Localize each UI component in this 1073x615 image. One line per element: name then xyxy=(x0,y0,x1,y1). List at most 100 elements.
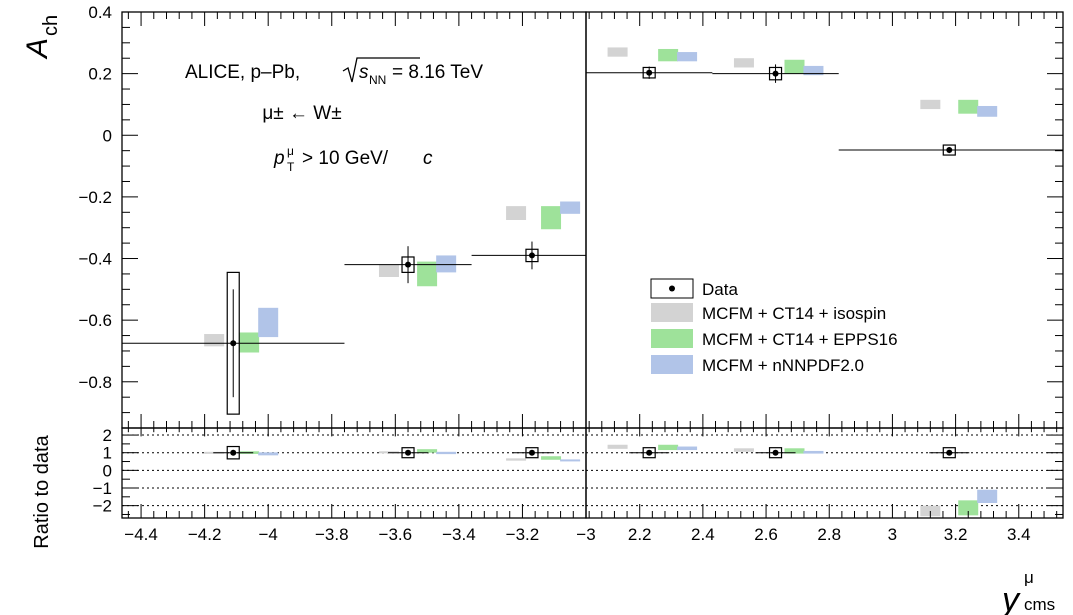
ratio-point xyxy=(646,449,653,456)
svg-text:MCFM + CT14 + EPPS16: MCFM + CT14 + EPPS16 xyxy=(702,330,898,349)
ratio-panel-frame xyxy=(585,427,1064,519)
model-box-isospin xyxy=(204,334,225,347)
ratio-sys-box xyxy=(942,447,956,459)
svg-text:NN: NN xyxy=(369,73,386,87)
svg-text:y: y xyxy=(1000,581,1021,615)
model-box-isospin xyxy=(733,58,754,68)
model-box-epps16 xyxy=(417,261,438,287)
x-tick-label: −3.8 xyxy=(315,525,349,544)
svg-text:p: p xyxy=(273,148,285,169)
legend-entry-epps16: MCFM + CT14 + EPPS16 xyxy=(651,329,898,349)
data-point xyxy=(230,340,237,347)
ratio-sys-box xyxy=(525,447,539,459)
ratio-y-tick-label: 0 xyxy=(103,461,112,480)
x-tick-label: −3 xyxy=(576,525,595,544)
svg-text:s: s xyxy=(359,62,369,83)
ratio-y-tick-label: 1 xyxy=(103,444,112,463)
data-sys-box xyxy=(642,66,656,79)
model-box-isospin xyxy=(607,47,628,57)
axis-tick-labels: −4.4 −4.2 −4 −3.8 −3.6 −3.4 −3.2 −3 2.2 2.4 2.6 2.8… xyxy=(78,3,1030,544)
svg-text:A: A xyxy=(21,38,54,60)
data-point xyxy=(405,261,412,268)
svg-text:MCFM + nNNPDF2.0: MCFM + nNNPDF2.0 xyxy=(702,356,864,375)
ratio-box-epps16 xyxy=(417,449,438,453)
ratio-panel-frame xyxy=(121,427,587,519)
x-tick-label: 3 xyxy=(888,525,897,544)
y-tick-label: −0.4 xyxy=(78,250,112,269)
y-tick-label: 0 xyxy=(103,126,112,145)
x-tick-label: −4 xyxy=(258,525,277,544)
y-tick-label: −0.8 xyxy=(78,373,112,392)
svg-text:Data: Data xyxy=(702,280,738,299)
ratio-point xyxy=(528,449,535,456)
data-sys-box xyxy=(226,271,240,415)
y-tick-label: −0.6 xyxy=(78,311,112,330)
data-points xyxy=(122,64,1063,460)
sqrt-s-value: = 8.16 TeV xyxy=(392,62,483,83)
model-box-isospin xyxy=(920,99,941,110)
sqrt-s-symbol: s NN xyxy=(342,57,420,87)
svg-text:ch: ch xyxy=(40,15,62,36)
ratio-sys-box xyxy=(226,445,240,460)
model-box-epps16 xyxy=(658,48,679,62)
ratio-box-isospin xyxy=(733,448,754,452)
model-box-nnnpdf xyxy=(258,307,279,338)
ratio-sys-box xyxy=(768,447,783,459)
x-tick-label: −3.4 xyxy=(442,525,476,544)
data-point xyxy=(646,69,653,76)
data-point xyxy=(772,70,779,77)
pt-cut-label: p μ T > 10 GeV/ c xyxy=(273,144,433,174)
data-sys-box xyxy=(401,256,415,273)
svg-text:c: c xyxy=(423,148,433,169)
x-tick-label: 2.4 xyxy=(691,525,715,544)
x-tick-label: −4.2 xyxy=(188,525,222,544)
legend-entry-nnnpdf: MCFM + nNNPDF2.0 xyxy=(651,355,864,375)
svg-text:μ: μ xyxy=(287,144,294,158)
x-tick-label: 3.2 xyxy=(944,525,968,544)
x-tick-label: 2.6 xyxy=(754,525,778,544)
ratio-box-isospin xyxy=(506,458,527,461)
ratio-dotted-lines xyxy=(122,434,1063,507)
model-box-isospin xyxy=(378,264,399,278)
x-tick-label: 2.8 xyxy=(817,525,841,544)
ratio-box-nnnpdf xyxy=(436,451,457,455)
ratio-box-nnnpdf xyxy=(258,452,279,456)
model-box-epps16 xyxy=(541,206,562,230)
model-box-epps16 xyxy=(784,59,805,74)
y-tick-label: 0.2 xyxy=(88,65,112,84)
data-point xyxy=(528,252,535,259)
data-sys-box xyxy=(525,248,539,263)
y-axis-title: A ch xyxy=(21,15,62,60)
y-tick-label: 0.4 xyxy=(88,3,112,22)
model-box-nnnpdf xyxy=(677,52,698,62)
x-axis-title: y μ cms xyxy=(1000,568,1055,615)
ratio-box-epps16 xyxy=(958,500,979,516)
ratio-box-isospin xyxy=(607,444,628,449)
svg-text:T: T xyxy=(287,160,295,174)
ratio-point xyxy=(230,449,237,456)
model-box-nnnpdf xyxy=(803,65,824,76)
x-tick-label: −3.6 xyxy=(379,525,413,544)
model-box-epps16 xyxy=(958,99,979,114)
ratio-y-axis-title: Ratio to data xyxy=(31,434,53,548)
legend-entry-isospin: MCFM + CT14 + isospin xyxy=(651,303,886,323)
y-tick-label: −0.2 xyxy=(78,188,112,207)
ratio-sys-box xyxy=(642,447,656,459)
ratio-point xyxy=(772,449,779,456)
svg-text:MCFM + CT14 + isospin: MCFM + CT14 + isospin xyxy=(702,304,886,323)
x-tick-label: 3.4 xyxy=(1007,525,1031,544)
ratio-sys-box xyxy=(401,447,415,459)
x-tick-label: −3.2 xyxy=(506,525,540,544)
panel-frames xyxy=(121,11,1064,519)
x-tick-label: −4.4 xyxy=(124,525,158,544)
ratio-box-nnnpdf xyxy=(977,489,998,503)
model-box-nnnpdf xyxy=(560,201,581,214)
ratio-box-epps16 xyxy=(541,456,562,460)
data-point xyxy=(946,147,953,154)
ratio-box-isospin xyxy=(920,505,941,517)
model-box-nnnpdf xyxy=(977,105,998,117)
ratio-box-nnnpdf xyxy=(677,446,698,451)
ratio-box-epps16 xyxy=(658,444,679,451)
data-sys-box xyxy=(768,66,783,81)
